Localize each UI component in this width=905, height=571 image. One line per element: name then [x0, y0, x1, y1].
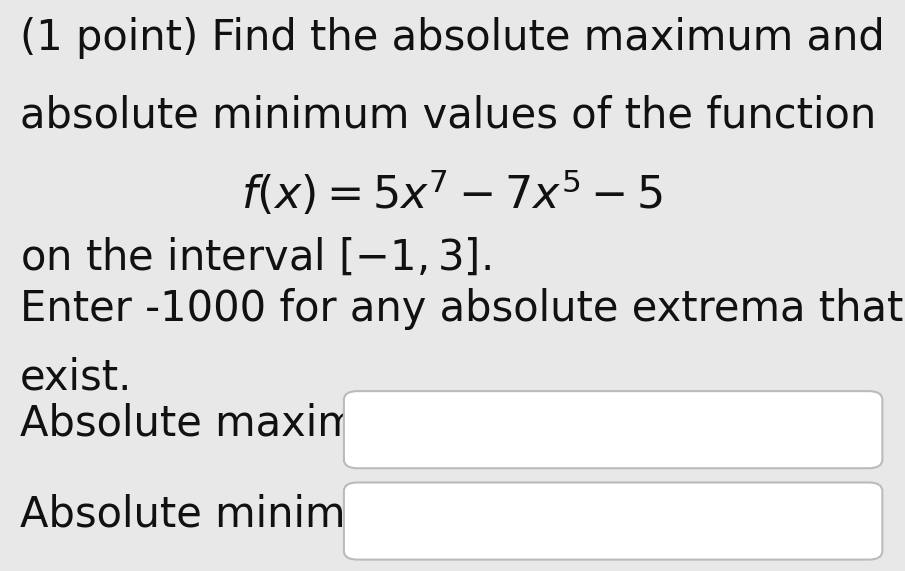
- Text: on the interval $[-1, 3]$.: on the interval $[-1, 3]$.: [20, 237, 491, 279]
- Text: Absolute minimum =: Absolute minimum =: [20, 494, 461, 536]
- Text: absolute minimum values of the function: absolute minimum values of the function: [20, 94, 876, 136]
- Text: $f(x) = 5x^7 - 7x^5 - 5$: $f(x) = 5x^7 - 7x^5 - 5$: [242, 168, 663, 218]
- Text: (1 point) Find the absolute maximum and: (1 point) Find the absolute maximum and: [20, 17, 885, 59]
- Text: exist.: exist.: [20, 357, 132, 399]
- Text: Enter -1000 for any absolute extrema that does not: Enter -1000 for any absolute extrema tha…: [20, 288, 905, 331]
- Text: Absolute maximum =: Absolute maximum =: [20, 403, 472, 445]
- FancyBboxPatch shape: [344, 482, 882, 560]
- FancyBboxPatch shape: [344, 391, 882, 468]
